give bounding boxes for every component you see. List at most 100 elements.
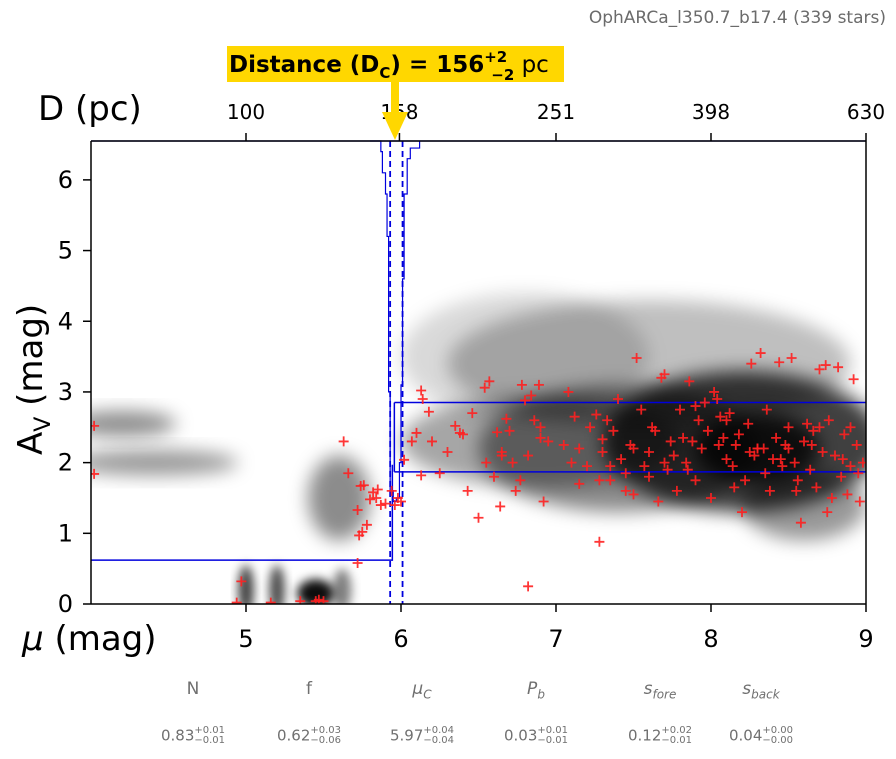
star-marker [671, 485, 682, 496]
star-marker [783, 422, 794, 433]
star-marker [91, 468, 100, 479]
star-marker [396, 496, 406, 507]
star-marker [516, 379, 527, 390]
star-marker [295, 596, 306, 604]
star-marker [231, 597, 242, 604]
star-marker [665, 436, 676, 447]
star-marker [853, 468, 864, 479]
star-marker [805, 464, 816, 475]
star-marker [372, 484, 383, 495]
star-marker [668, 450, 679, 461]
star-marker [462, 485, 473, 496]
star-marker [693, 415, 704, 426]
star-marker [613, 394, 623, 405]
density-blob [91, 411, 177, 437]
density-map [91, 292, 866, 604]
star-marker [823, 415, 834, 426]
star-marker [489, 471, 499, 482]
star-marker [515, 475, 526, 486]
star-marker [836, 471, 847, 482]
star-marker [690, 475, 701, 486]
star-marker [799, 436, 809, 447]
banner-arrow-shaft [391, 82, 399, 116]
star-marker [783, 443, 794, 454]
star-marker [602, 415, 613, 426]
star-marker [746, 358, 757, 369]
star-marker [729, 482, 740, 493]
density-blob [91, 449, 239, 476]
x-tick-label: 9 [858, 625, 873, 653]
density-blob [269, 565, 285, 604]
star-marker [365, 494, 375, 505]
star-marker [628, 489, 639, 500]
star-marker [699, 397, 710, 408]
star-marker [681, 457, 692, 468]
star-marker [91, 420, 100, 431]
star-marker [467, 408, 478, 419]
star-marker [857, 457, 866, 468]
star-marker [411, 427, 422, 438]
star-marker [605, 461, 616, 472]
star-marker [659, 369, 670, 380]
star-marker [659, 457, 670, 468]
star-marker [842, 489, 853, 500]
star-marker [837, 454, 848, 465]
star-marker [702, 425, 713, 436]
density-blob [308, 455, 370, 541]
density-blob [332, 568, 352, 604]
star-marker [774, 357, 785, 368]
star-marker [357, 526, 368, 537]
distance-banner-box [227, 46, 564, 82]
star-marker [543, 436, 554, 447]
star-marker [755, 348, 766, 359]
star-marker [620, 468, 631, 479]
star-marker [313, 594, 324, 604]
y-tick-label: 4 [58, 307, 73, 335]
star-marker [839, 429, 850, 440]
star-marker [343, 468, 354, 479]
density-blob [401, 292, 649, 421]
star-marker [644, 471, 654, 482]
x-tick-label: 6 [393, 625, 408, 653]
y-axis-label: AV (mag) [11, 304, 56, 455]
density-blob [742, 469, 866, 541]
star-marker [678, 432, 689, 443]
star-marker [727, 461, 738, 472]
y-tick-label: 2 [58, 449, 73, 477]
star-marker [563, 386, 574, 397]
star-marker [492, 427, 503, 438]
star-marker [236, 576, 247, 587]
star-marker [434, 468, 445, 479]
density-blob [297, 579, 335, 604]
star-marker [696, 443, 707, 454]
star-marker [495, 501, 506, 512]
star-marker [523, 581, 534, 592]
star-marker [416, 470, 427, 481]
star-marker [406, 436, 417, 447]
banner-arrow-head [382, 112, 408, 140]
star-marker [558, 439, 569, 450]
distance-banner-text: Distance (DC) = 156+2 −2 pc [229, 48, 549, 84]
star-marker [423, 406, 434, 417]
star-marker [597, 434, 608, 445]
star-marker [845, 461, 856, 472]
star-marker [684, 376, 695, 387]
star-marker [682, 464, 693, 475]
star-marker [585, 422, 596, 433]
star-marker [358, 480, 369, 491]
star-marker [806, 439, 817, 450]
star-marker [761, 404, 772, 415]
star-marker [533, 379, 544, 390]
star-marker [744, 447, 755, 458]
star-marker [740, 475, 751, 486]
star-marker [826, 492, 837, 503]
star-marker [338, 436, 349, 447]
star-marker [535, 422, 546, 433]
star-marker [775, 454, 786, 465]
x-tick-label: 5 [238, 625, 253, 653]
star-marker [706, 492, 716, 503]
star-marker [473, 512, 484, 523]
star-marker [771, 432, 782, 443]
star-marker [814, 364, 825, 375]
